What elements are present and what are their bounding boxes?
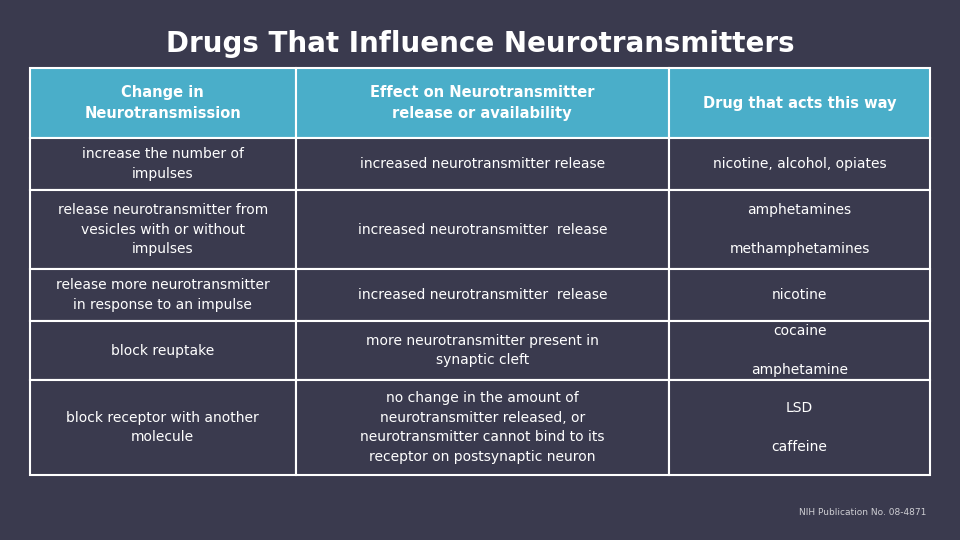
Text: increased neurotransmitter release: increased neurotransmitter release xyxy=(360,157,605,171)
Text: more neurotransmitter present in
synaptic cleft: more neurotransmitter present in synapti… xyxy=(366,334,599,367)
Text: release more neurotransmitter
in response to an impulse: release more neurotransmitter in respons… xyxy=(56,279,270,312)
Text: block receptor with another
molecule: block receptor with another molecule xyxy=(66,410,259,444)
Bar xyxy=(30,321,296,380)
Text: block reuptake: block reuptake xyxy=(111,343,214,357)
Text: increased neurotransmitter  release: increased neurotransmitter release xyxy=(357,222,607,237)
Text: Effect on Neurotransmitter
release or availability: Effect on Neurotransmitter release or av… xyxy=(370,85,594,121)
Text: LSD

caffeine: LSD caffeine xyxy=(772,401,828,454)
Bar xyxy=(669,269,930,321)
Bar xyxy=(296,321,669,380)
Bar xyxy=(296,190,669,269)
Bar xyxy=(296,138,669,190)
Bar xyxy=(669,68,930,138)
Text: amphetamines

methamphetamines: amphetamines methamphetamines xyxy=(730,203,870,256)
Text: release neurotransmitter from
vesicles with or without
impulses: release neurotransmitter from vesicles w… xyxy=(58,203,268,256)
Text: Change in
Neurotransmission: Change in Neurotransmission xyxy=(84,85,241,121)
Text: Drug that acts this way: Drug that acts this way xyxy=(703,96,897,111)
Text: nicotine: nicotine xyxy=(772,288,828,302)
Bar xyxy=(30,269,296,321)
Text: nicotine, alcohol, opiates: nicotine, alcohol, opiates xyxy=(712,157,886,171)
Text: cocaine

amphetamine: cocaine amphetamine xyxy=(751,324,848,377)
Bar xyxy=(669,138,930,190)
Bar xyxy=(296,380,669,475)
Text: NIH Publication No. 08-4871: NIH Publication No. 08-4871 xyxy=(799,508,926,517)
Bar xyxy=(30,190,296,269)
Bar xyxy=(30,68,296,138)
Bar xyxy=(669,380,930,475)
Text: Drugs That Influence Neurotransmitters: Drugs That Influence Neurotransmitters xyxy=(166,30,794,58)
Bar xyxy=(30,138,296,190)
Bar xyxy=(669,190,930,269)
Bar xyxy=(669,321,930,380)
Bar xyxy=(296,269,669,321)
Text: no change in the amount of
neurotransmitter released, or
neurotransmitter cannot: no change in the amount of neurotransmit… xyxy=(360,391,605,463)
Bar xyxy=(30,380,296,475)
Bar xyxy=(296,68,669,138)
Text: increase the number of
impulses: increase the number of impulses xyxy=(82,147,244,181)
Text: increased neurotransmitter  release: increased neurotransmitter release xyxy=(357,288,607,302)
